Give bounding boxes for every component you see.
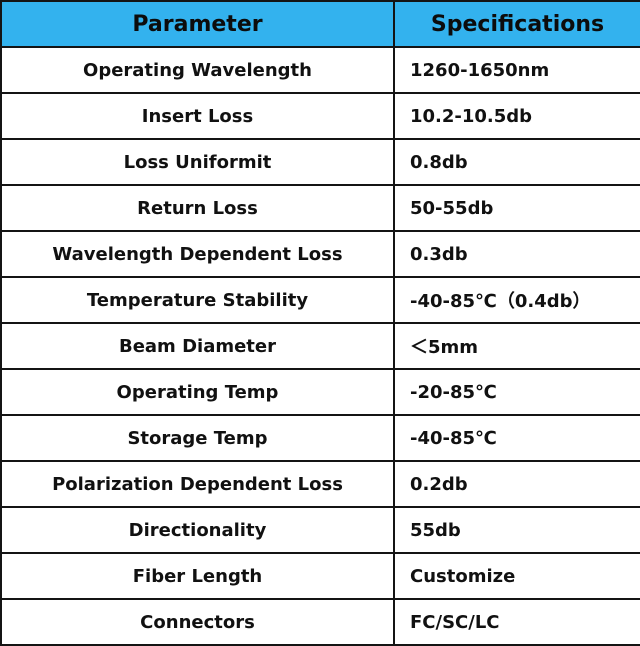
specification-cell: 50-55db [393,184,640,232]
parameter-cell: Connectors [0,598,395,646]
parameter-cell: Temperature Stability [0,276,395,324]
parameter-column-header: Parameter [0,0,395,48]
parameter-cell: Polarization Dependent Loss [0,460,395,508]
parameter-cell: Insert Loss [0,92,395,140]
table-row: Beam Diameter ＜5mm [0,322,640,370]
parameter-cell: Operating Temp [0,368,395,416]
parameter-cell: Fiber Length [0,552,395,600]
specification-cell: 55db [393,506,640,554]
specifications-column-header: Specifications [393,0,640,48]
table-row: Connectors FC/SC/LC [0,598,640,646]
table-row: Temperature Stability -40-85℃（0.4db） [0,276,640,324]
table-row: Wavelength Dependent Loss 0.3db [0,230,640,278]
table-row: Fiber Length Customize [0,552,640,600]
specification-cell: Customize [393,552,640,600]
table-row: Directionality 55db [0,506,640,554]
header-row: Parameter Specifications [0,0,640,48]
specification-cell: 0.3db [393,230,640,278]
table-row: Storage Temp -40-85℃ [0,414,640,462]
specification-cell: 10.2-10.5db [393,92,640,140]
parameter-cell: Directionality [0,506,395,554]
specification-cell: -40-85℃（0.4db） [393,276,640,324]
parameter-cell: Operating Wavelength [0,46,395,94]
parameter-cell: Loss Uniformit [0,138,395,186]
parameter-cell: Wavelength Dependent Loss [0,230,395,278]
specification-cell: FC/SC/LC [393,598,640,646]
table-row: Operating Wavelength 1260-1650nm [0,46,640,94]
specification-cell: -40-85℃ [393,414,640,462]
table-row: Return Loss 50-55db [0,184,640,232]
table-row: Polarization Dependent Loss 0.2db [0,460,640,508]
table-row: Insert Loss 10.2-10.5db [0,92,640,140]
table-row: Operating Temp -20-85℃ [0,368,640,416]
parameter-cell: Storage Temp [0,414,395,462]
parameter-cell: Return Loss [0,184,395,232]
specification-cell: 0.8db [393,138,640,186]
specification-cell: ＜5mm [393,322,640,370]
parameter-cell: Beam Diameter [0,322,395,370]
specification-cell: 0.2db [393,460,640,508]
table-row: Loss Uniformit 0.8db [0,138,640,186]
specification-cell: 1260-1650nm [393,46,640,94]
specification-cell: -20-85℃ [393,368,640,416]
